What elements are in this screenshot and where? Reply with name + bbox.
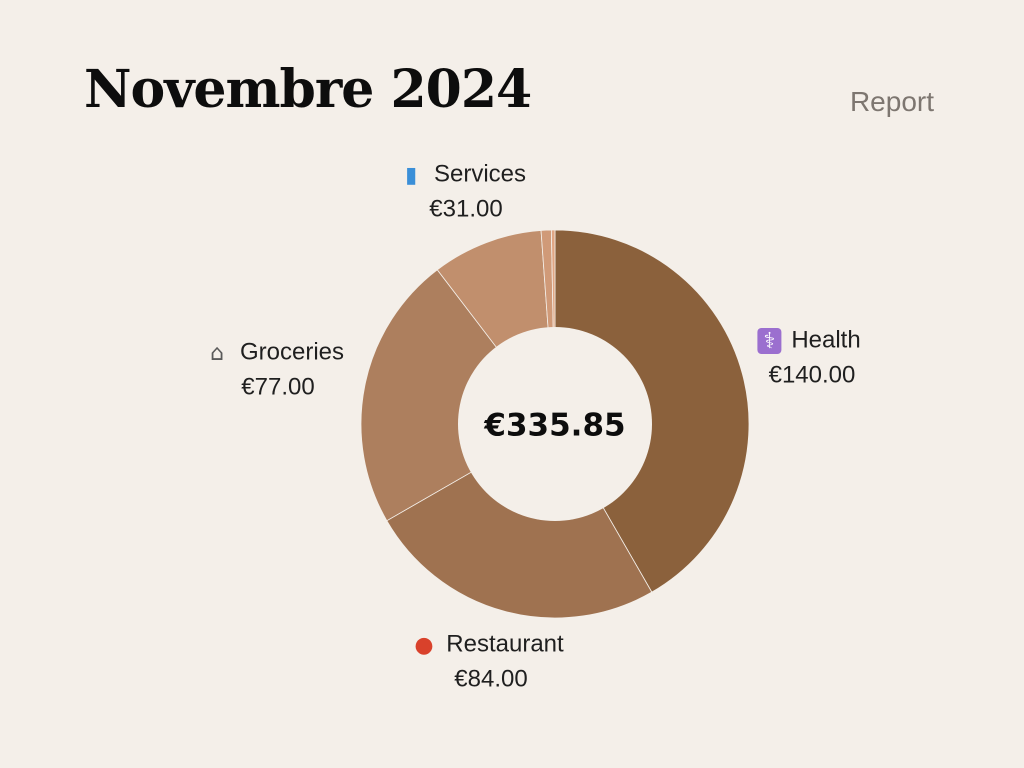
- slice-name: Groceries: [240, 338, 344, 365]
- slice-label-groceries: Groceries ⌂ €77.00: [210, 338, 344, 400]
- page-title: Novembre 2024: [84, 59, 532, 120]
- slice-labels: Health ⚕ €140.00 Restaurant ● €84.00 Groceries…: [210, 160, 861, 692]
- report-link[interactable]: Report: [849, 86, 934, 117]
- donut-hole: [458, 327, 652, 521]
- medical-icon-bg: [757, 328, 782, 354]
- slice-value: €84.00: [454, 665, 527, 692]
- donut-slice-groceries: [360, 269, 556, 522]
- slice-name: Services: [434, 160, 526, 187]
- mobile-phone-icon: ▮: [405, 163, 417, 188]
- spaghetti-icon: ●: [414, 633, 433, 658]
- total-amount: €335.85: [483, 408, 625, 444]
- slice-value: €140.00: [769, 361, 856, 388]
- slice-name: Restaurant: [446, 630, 564, 657]
- slice-value: €77.00: [241, 373, 314, 400]
- donut-slice-restaurant: [386, 423, 653, 619]
- slice-label-restaurant: Restaurant ● €84.00: [414, 630, 564, 692]
- medical-icon: ⚕: [763, 329, 775, 354]
- slice-value: €31.00: [429, 195, 502, 222]
- slice-label-health: Health ⚕ €140.00: [757, 326, 861, 388]
- slice-name: Health: [791, 326, 860, 353]
- slice-label-services: Services ▮ €31.00: [405, 160, 526, 222]
- shopping-cart-icon: ⌂: [210, 341, 224, 366]
